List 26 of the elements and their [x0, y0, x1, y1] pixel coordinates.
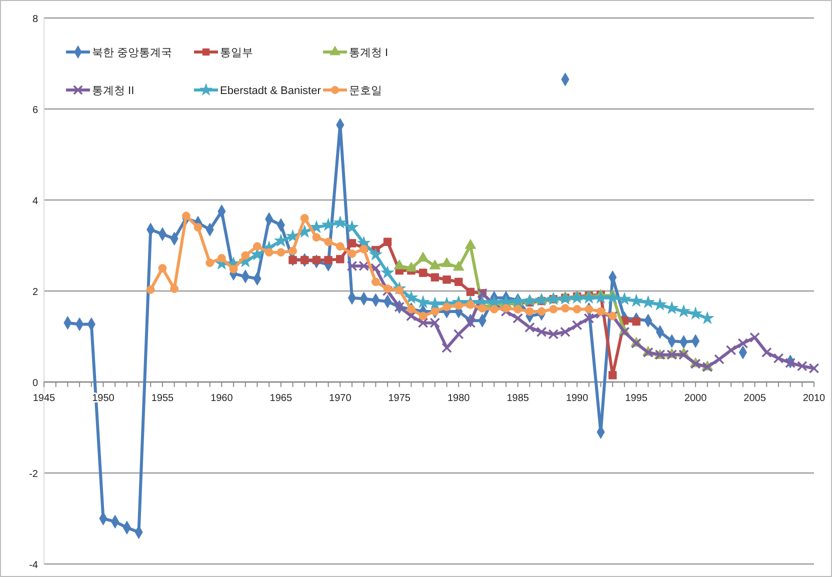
legend-label: 북한 중앙통계국	[92, 47, 172, 59]
y-tick-label: 6	[32, 105, 38, 116]
x-tick-label: 2005	[744, 393, 766, 404]
x-tick-label: 2000	[684, 393, 708, 404]
y-tick-label: 4	[32, 196, 38, 207]
y-tick-label: -2	[29, 469, 38, 480]
y-tick-label: -4	[29, 560, 38, 571]
x-tick-label: 2010	[802, 393, 826, 404]
x-tick-label: 1995	[625, 393, 648, 404]
legend-label: 통계청 I	[349, 47, 388, 59]
x-tick-label: 1965	[270, 393, 292, 404]
legend-label: 통계청 II	[92, 85, 134, 97]
legend-label: 통일부	[220, 47, 253, 59]
x-tick-label: 1970	[329, 393, 352, 404]
y-tick-label: 0	[32, 378, 38, 389]
x-tick-label: 1960	[210, 393, 234, 404]
y-tick-label: 2	[32, 287, 38, 298]
x-tick-label: 1945	[32, 393, 56, 404]
y-tick-label: 8	[32, 14, 38, 25]
x-tick-label: 1985	[506, 393, 530, 404]
legend-label: Eberstadt & Banister	[220, 85, 322, 97]
x-tick-label: 1980	[447, 393, 470, 404]
legend-label: 문호일	[349, 85, 382, 97]
x-tick-label: 1975	[388, 393, 411, 404]
x-tick-label: 1955	[151, 393, 174, 404]
x-tick-label: 1990	[566, 393, 589, 404]
